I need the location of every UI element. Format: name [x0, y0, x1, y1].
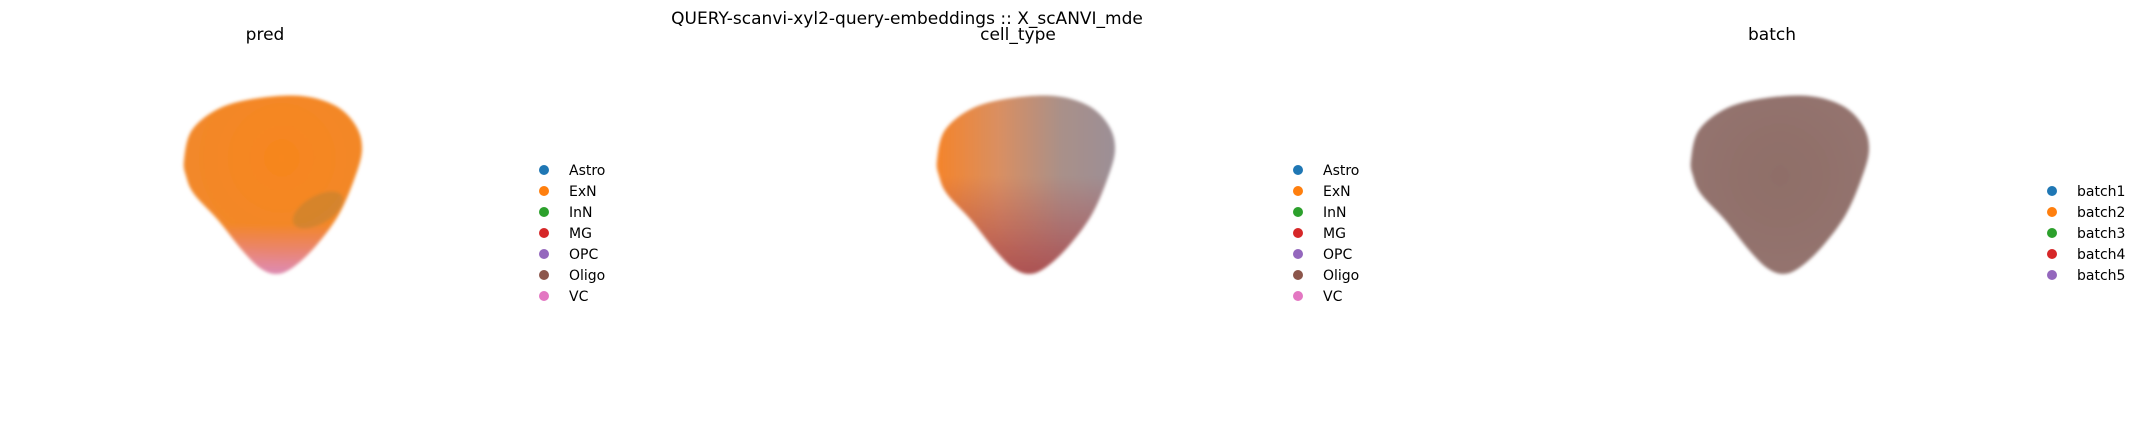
legend-marker-inn: [1293, 207, 1303, 217]
scatter-cloud-cell-type: [936, 95, 1116, 274]
scatter-density-batch: [1690, 95, 1870, 274]
panel-pred: pred Astro ExN InN MG OPC Oligo VC: [183, 25, 605, 305]
legend-label-mg: MG: [569, 226, 592, 242]
legend-marker-batch2: [2047, 207, 2057, 217]
legend-marker-opc: [1293, 249, 1303, 259]
panel-cell-type: cell_type Astro ExN InN MG OPC Oligo VC: [936, 25, 1359, 305]
legend-marker-inn: [539, 207, 549, 217]
legend-marker-opc: [539, 249, 549, 259]
legend-label-exn: ExN: [1323, 184, 1351, 200]
legend-marker-vc: [539, 291, 549, 301]
scatter-density-cell-type-oligo: [936, 95, 1116, 274]
legend-label-oligo: Oligo: [1323, 268, 1359, 284]
legend-label-opc: OPC: [1323, 247, 1352, 263]
legend-marker-astro: [539, 165, 549, 175]
legend-label-mg: MG: [1323, 226, 1346, 242]
legend-marker-oligo: [539, 270, 549, 280]
panel-title-pred: pred: [246, 25, 285, 45]
panel-title-batch: batch: [1748, 25, 1796, 45]
legend-label-batch3: batch3: [2077, 226, 2125, 242]
legend-batch: batch1 batch2 batch3 batch4 batch5: [2047, 184, 2126, 284]
legend-label-oligo: Oligo: [569, 268, 605, 284]
legend-label-batch4: batch4: [2077, 247, 2126, 263]
panel-title-cell-type: cell_type: [980, 25, 1056, 45]
legend-label-opc: OPC: [569, 247, 598, 263]
legend-label-batch5: batch5: [2077, 268, 2125, 284]
legend-marker-batch1: [2047, 186, 2057, 196]
panel-batch: batch batch1 batch2 batch3 batch4 batch5: [1690, 25, 2126, 284]
legend-label-exn: ExN: [569, 184, 597, 200]
scatter-density-pred-vc: [183, 95, 363, 274]
legend-pred: Astro ExN InN MG OPC Oligo VC: [539, 163, 605, 305]
legend-marker-oligo: [1293, 270, 1303, 280]
legend-marker-mg: [1293, 228, 1303, 238]
legend-marker-exn: [539, 186, 549, 196]
legend-label-inn: InN: [1323, 205, 1346, 221]
legend-marker-mg: [539, 228, 549, 238]
legend-marker-batch3: [2047, 228, 2057, 238]
legend-label-batch1: batch1: [2077, 184, 2125, 200]
scatter-density-pred-dark: [292, 191, 344, 229]
figure-suptitle: QUERY-scanvi-xyl2-query-embeddings :: X_…: [671, 9, 1143, 29]
legend-label-vc: VC: [569, 289, 589, 305]
legend-marker-exn: [1293, 186, 1303, 196]
scatter-cloud-pred: [183, 95, 363, 274]
legend-label-vc: VC: [1323, 289, 1343, 305]
legend-marker-batch4: [2047, 249, 2057, 259]
scatter-cloud-batch: [1690, 95, 1870, 274]
legend-marker-astro: [1293, 165, 1303, 175]
legend-marker-batch5: [2047, 270, 2057, 280]
legend-label-inn: InN: [569, 205, 592, 221]
legend-cell-type: Astro ExN InN MG OPC Oligo VC: [1293, 163, 1359, 305]
legend-marker-vc: [1293, 291, 1303, 301]
legend-label-astro: Astro: [569, 163, 605, 179]
legend-label-batch2: batch2: [2077, 205, 2125, 221]
legend-label-astro: Astro: [1323, 163, 1359, 179]
